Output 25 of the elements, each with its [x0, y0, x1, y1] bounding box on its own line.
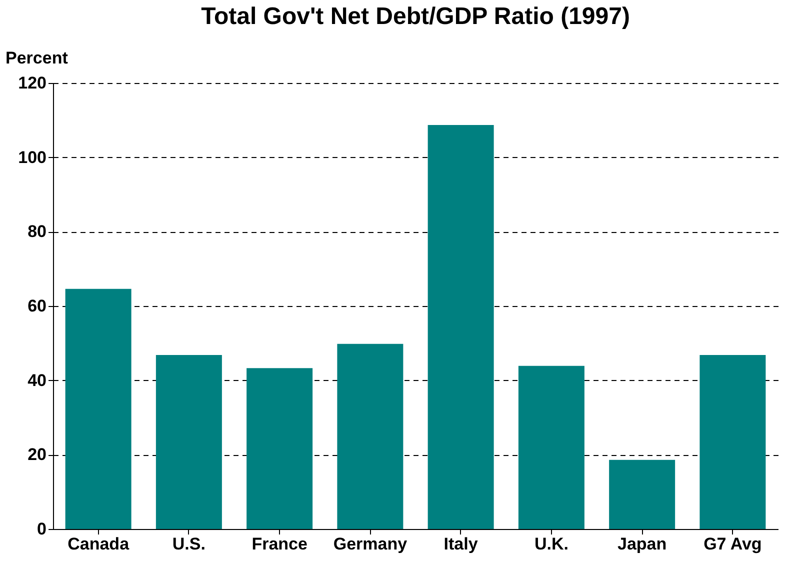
bar — [609, 460, 676, 529]
x-tick-label: U.K. — [534, 534, 568, 554]
x-tick-label: Italy — [444, 534, 478, 554]
x-tick-label: Japan — [617, 534, 667, 554]
bar — [246, 368, 313, 529]
bar — [700, 355, 766, 529]
x-tick-label: G7 Avg — [704, 534, 762, 554]
y-tick-label: 0 — [37, 520, 46, 538]
x-tick-label: Canada — [68, 534, 130, 554]
y-tick-label: 60 — [28, 296, 46, 316]
bar — [65, 288, 132, 529]
bar — [337, 344, 404, 529]
y-axis-title: Percent — [6, 48, 68, 68]
y-tick-label: 80 — [28, 222, 46, 242]
y-tick-label: 20 — [28, 445, 46, 464]
bar — [428, 125, 494, 529]
x-tick-label: U.S. — [172, 534, 206, 554]
y-tick-label: 100 — [18, 148, 46, 167]
y-tick-label: 40 — [28, 370, 46, 390]
y-tick-label: 120 — [18, 74, 46, 92]
chart-title: Total Gov't Net Debt/GDP Ratio (1997) — [201, 3, 630, 30]
bar — [156, 355, 222, 529]
x-tick-label: Germany — [333, 534, 408, 554]
bar — [518, 366, 584, 529]
x-tick-label: France — [252, 534, 308, 554]
